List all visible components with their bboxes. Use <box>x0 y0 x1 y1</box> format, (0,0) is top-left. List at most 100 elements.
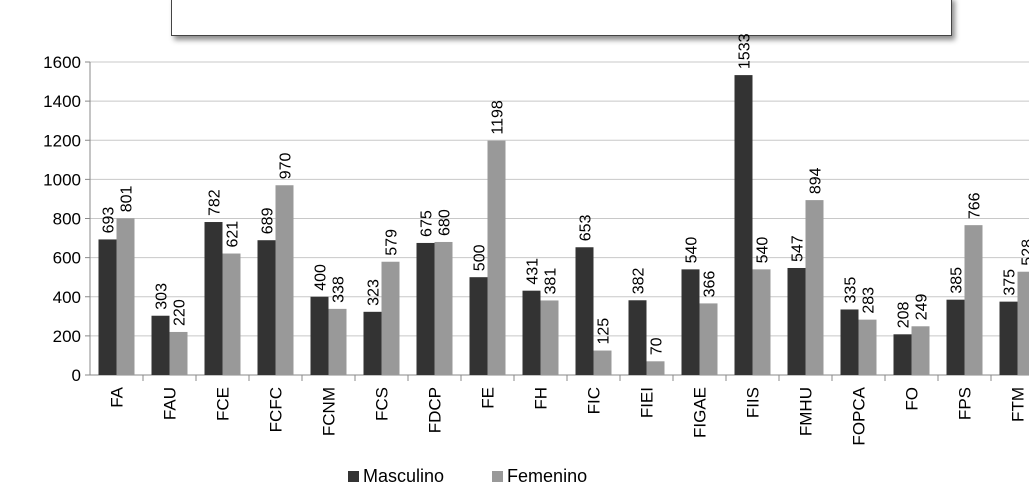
y-tick-label: 800 <box>53 210 81 229</box>
data-label-masculino: 303 <box>154 283 171 310</box>
x-tick-label: FA <box>108 386 127 407</box>
bar-masculino <box>681 269 700 375</box>
data-label-femenino: 894 <box>808 167 825 194</box>
data-label-femenino: 680 <box>437 209 454 236</box>
bar-masculino <box>893 334 912 375</box>
x-tick-label: FIC <box>585 387 604 414</box>
y-tick-label: 1200 <box>43 131 81 150</box>
legend-label-femenino: Femenino <box>507 466 588 486</box>
data-label-femenino: 766 <box>967 192 984 219</box>
bar-masculino <box>363 311 382 375</box>
x-tick-label: FH <box>532 387 551 410</box>
bars <box>98 75 1029 375</box>
bar-femenino <box>487 140 506 375</box>
bar-femenino <box>858 319 877 375</box>
bar-femenino <box>116 218 135 375</box>
data-label-femenino: 528 <box>1020 239 1029 266</box>
data-label-femenino: 366 <box>702 271 719 298</box>
data-label-femenino: 970 <box>278 152 295 179</box>
data-label-masculino: 782 <box>207 189 224 216</box>
legend-swatch-masculino <box>348 471 359 482</box>
data-label-masculino: 653 <box>578 214 595 241</box>
x-tick-label: FCNM <box>320 387 339 436</box>
axes: 0 200 400 600 800 1000 1200 1400 1600 FA FAU FCE FCF… <box>43 53 1029 446</box>
x-tick-label: FCFC <box>267 387 286 432</box>
legend-swatch-femenino <box>492 471 504 482</box>
data-label-femenino: 338 <box>331 276 348 303</box>
bar-masculino <box>416 242 435 375</box>
bar-femenino <box>699 303 718 375</box>
data-label-femenino: 249 <box>914 293 931 320</box>
bar-femenino <box>222 253 241 375</box>
data-label-femenino: 70 <box>649 337 666 355</box>
gridlines <box>90 61 1029 337</box>
data-label-femenino: 801 <box>119 186 136 213</box>
data-label-masculino: 382 <box>631 267 648 294</box>
bar-femenino <box>328 308 347 375</box>
data-label-femenino: 1198 <box>490 100 507 135</box>
data-label-masculino: 675 <box>419 210 436 237</box>
bar-masculino <box>522 290 541 375</box>
bar-masculino <box>310 296 329 375</box>
bar-femenino <box>805 200 824 375</box>
bar-femenino <box>540 300 559 375</box>
x-tick-label: FIIS <box>744 387 763 418</box>
chart-title-box <box>171 0 952 36</box>
bar-masculino <box>734 75 753 375</box>
data-label-masculino: 547 <box>790 235 807 262</box>
x-tick-label: FCS <box>373 387 392 421</box>
bar-femenino <box>169 331 188 375</box>
data-label-masculino: 693 <box>101 207 118 234</box>
bar-femenino <box>381 261 400 375</box>
data-label-masculino: 431 <box>525 258 542 285</box>
bar-femenino <box>911 326 930 375</box>
y-tick-label: 600 <box>53 249 81 268</box>
bar-femenino <box>646 361 665 375</box>
bar-masculino <box>628 300 647 375</box>
data-label-femenino: 381 <box>543 268 560 295</box>
data-label-masculino: 1533 <box>737 33 754 69</box>
bar-femenino <box>434 241 453 375</box>
data-label-masculino: 208 <box>896 302 913 329</box>
bar-femenino <box>1017 271 1029 375</box>
bar-masculino <box>98 239 117 375</box>
y-tick-label: 200 <box>53 327 81 346</box>
bar-femenino <box>275 185 294 375</box>
x-tick-label: FCE <box>214 387 233 421</box>
legend-item-femenino: Femenino <box>492 466 587 487</box>
y-tick-label: 0 <box>72 366 81 385</box>
data-label-femenino: 220 <box>172 299 189 326</box>
bar-masculino <box>787 267 806 375</box>
bar-masculino <box>257 240 276 375</box>
bar-masculino <box>151 315 170 375</box>
x-tick-label: FIGAE <box>691 387 710 438</box>
bar-femenino <box>964 225 983 375</box>
data-label-masculino: 689 <box>260 207 277 234</box>
data-label-masculino: 375 <box>1002 269 1019 296</box>
data-label-femenino: 125 <box>596 318 613 345</box>
x-tick-label: FDCP <box>426 387 445 433</box>
bar-masculino <box>999 301 1018 375</box>
legend: Masculino Femenino <box>348 466 587 487</box>
data-label-femenino: 540 <box>755 237 772 264</box>
data-label-femenino: 283 <box>861 287 878 314</box>
x-tick-label: FPS <box>956 387 975 420</box>
legend-item-masculino: Masculino <box>348 466 444 487</box>
x-tick-label: FO <box>903 387 922 411</box>
data-label-masculino: 400 <box>313 264 330 291</box>
x-tick-label: FTM <box>1009 387 1028 422</box>
bar-masculino <box>204 222 223 375</box>
bar-masculino <box>840 309 859 375</box>
y-tick-label: 400 <box>53 288 81 307</box>
data-label-masculino: 385 <box>949 267 966 294</box>
bar-femenino <box>752 269 771 375</box>
x-tick-label: FOPCA <box>850 386 869 445</box>
bar-masculino <box>575 247 594 375</box>
x-tick-label: FIEI <box>638 387 657 418</box>
data-label-masculino: 323 <box>366 279 383 306</box>
bar-masculino <box>469 277 488 375</box>
bar-femenino <box>593 350 612 375</box>
y-tick-label: 1600 <box>43 53 81 72</box>
